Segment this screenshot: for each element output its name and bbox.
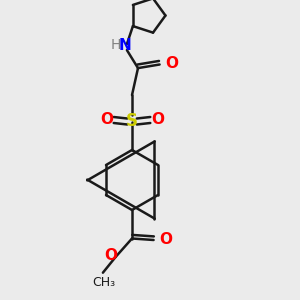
Text: O: O <box>160 232 172 247</box>
Text: O: O <box>166 56 178 71</box>
Text: N: N <box>118 38 131 53</box>
Text: O: O <box>100 112 113 128</box>
Text: CH₃: CH₃ <box>92 276 115 289</box>
Text: H: H <box>111 38 121 52</box>
Text: O: O <box>104 248 117 263</box>
Text: O: O <box>151 112 164 128</box>
Text: S: S <box>126 112 138 130</box>
